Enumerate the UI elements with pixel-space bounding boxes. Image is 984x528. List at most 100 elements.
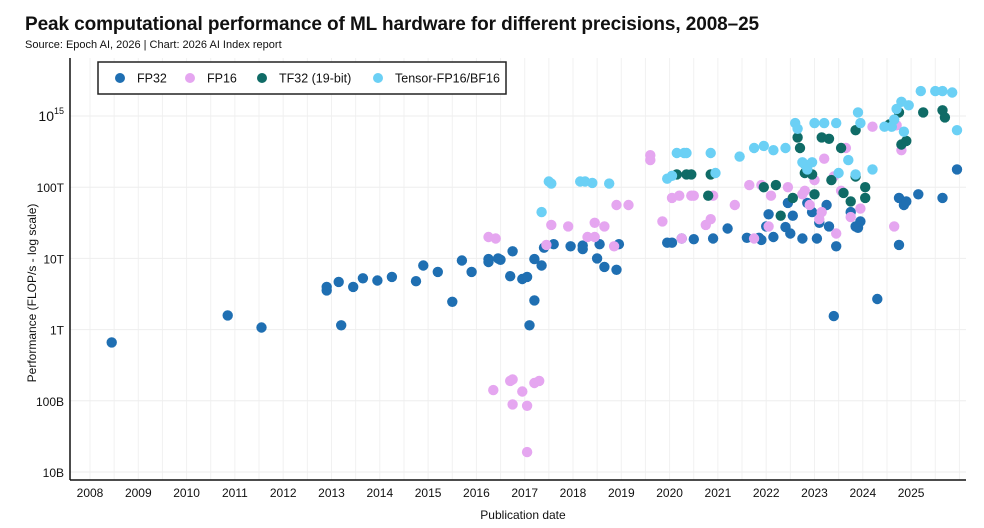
data-point: [589, 231, 600, 243]
y-tick-label: 10B: [43, 466, 64, 480]
data-point: [348, 281, 359, 293]
data-point: [686, 169, 697, 180]
data-point: [787, 192, 798, 204]
x-tick-label: 2018: [560, 486, 587, 500]
data-point: [565, 241, 576, 252]
data-point: [845, 196, 856, 207]
y-tick-label: 100T: [37, 181, 65, 195]
data-point: [819, 153, 830, 164]
data-point: [823, 133, 835, 144]
data-point: [645, 154, 656, 166]
data-point: [768, 145, 779, 156]
data-point: [589, 217, 600, 228]
legend-item: TF32 (19-bit): [257, 72, 351, 86]
data-point: [937, 192, 948, 204]
data-point: [722, 223, 733, 234]
data-point: [666, 237, 678, 248]
data-point: [688, 190, 699, 201]
data-point: [845, 211, 856, 223]
data-point: [688, 234, 699, 245]
data-point: [623, 199, 634, 211]
data-point: [666, 170, 678, 181]
data-point: [765, 190, 777, 201]
data-point: [898, 126, 910, 137]
data-point: [802, 164, 813, 175]
data-point: [918, 107, 929, 118]
axes: [69, 58, 966, 481]
data-point: [860, 182, 871, 193]
x-tick-label: 2012: [270, 486, 297, 500]
data-point: [256, 322, 267, 333]
x-tick-label: 2011: [222, 486, 248, 500]
data-point: [703, 190, 714, 201]
legend-box: [97, 61, 507, 95]
data-point: [939, 112, 951, 123]
data-point: [529, 295, 540, 306]
legend-item: FP16: [185, 72, 237, 86]
data-point: [744, 179, 755, 191]
data-point: [811, 233, 823, 244]
x-tick-label: 2017: [511, 486, 538, 500]
data-point: [850, 169, 861, 180]
data-point: [833, 167, 844, 179]
data-point: [563, 221, 574, 232]
data-point: [913, 189, 924, 200]
data-point: [729, 199, 740, 211]
x-tick-labels: 2008 2009 2010 2011 2012 2013 2014 2015 2016 2017…: [77, 486, 925, 500]
data-point: [456, 255, 468, 266]
data-point: [707, 233, 719, 244]
data-point: [763, 209, 774, 220]
y-tick-label: 100B: [36, 395, 64, 409]
data-point: [521, 400, 533, 411]
x-tick-label: 2024: [849, 486, 876, 500]
y-axis-label: Performance (FLOP/s - log scale): [25, 204, 39, 383]
x-tick-label: 2022: [753, 486, 780, 500]
data-point: [611, 199, 622, 211]
data-point: [529, 253, 540, 265]
y-tick-labels: 10B 100B 1T 10T 100T 1015: [36, 106, 65, 480]
legend-label: FP32: [137, 72, 167, 86]
data-point: [872, 293, 883, 305]
data-point: [587, 177, 598, 189]
data-point: [577, 243, 588, 255]
data-point: [466, 266, 477, 278]
data-point: [799, 185, 810, 196]
data-point: [770, 179, 782, 191]
data-point: [505, 271, 516, 282]
x-axis-label: Publication date: [480, 508, 566, 522]
data-point: [608, 241, 620, 252]
data-point: [775, 210, 786, 221]
data-point: [495, 254, 506, 265]
data-point: [357, 273, 369, 284]
legend-marker: [185, 73, 195, 83]
data-points: [106, 85, 963, 458]
x-tick-label: 2019: [608, 486, 635, 500]
data-point: [901, 196, 912, 207]
x-tick-label: 2021: [705, 486, 732, 500]
data-point: [792, 132, 803, 143]
data-point: [611, 264, 622, 275]
data-point: [823, 221, 835, 232]
data-point: [671, 147, 682, 159]
y-tick-label: 1T: [50, 324, 65, 338]
data-point: [432, 266, 443, 278]
data-point: [855, 203, 866, 214]
data-point: [915, 85, 926, 97]
data-point: [843, 154, 854, 166]
data-point: [546, 178, 557, 189]
legend-marker: [373, 73, 383, 83]
data-point: [831, 241, 842, 252]
legend-label: FP16: [207, 72, 237, 86]
data-point: [763, 221, 774, 232]
data-point: [838, 187, 849, 199]
legend: FP32 FP16 TF32 (19-bit) Tensor-FP16/BF16: [97, 61, 507, 95]
data-point: [867, 164, 878, 175]
data-point: [536, 206, 547, 218]
legend-label: Tensor-FP16/BF16: [395, 72, 500, 86]
data-point: [787, 210, 798, 221]
data-point: [333, 276, 344, 288]
data-point: [582, 231, 593, 243]
data-point: [676, 233, 687, 244]
data-point: [835, 142, 847, 154]
